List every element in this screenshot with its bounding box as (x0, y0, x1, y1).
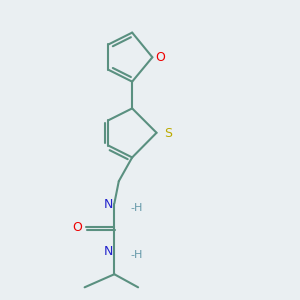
Text: N: N (104, 245, 113, 258)
Text: N: N (104, 198, 113, 211)
Text: O: O (72, 221, 82, 234)
Text: -H: -H (130, 203, 143, 213)
Text: -H: -H (130, 250, 143, 260)
Text: O: O (155, 51, 165, 64)
Text: S: S (164, 127, 172, 140)
